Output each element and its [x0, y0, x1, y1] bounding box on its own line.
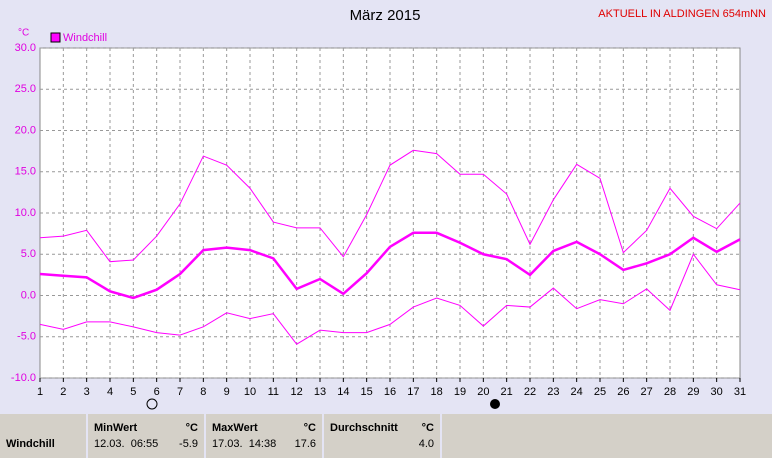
- value: 4.0: [418, 438, 434, 450]
- x-tick-label: 14: [337, 386, 349, 398]
- y-unit: °C: [18, 28, 29, 39]
- chart: März 2015 AKTUELL IN ALDINGEN 654mNN °C …: [11, 7, 766, 410]
- moon-icon: [146, 398, 158, 410]
- x-tick-label: 21: [501, 386, 513, 398]
- x-tick-label: 2: [60, 386, 66, 398]
- x-tick-label: 27: [641, 386, 653, 398]
- y-tick-label: 25.0: [15, 83, 36, 95]
- col-unit: °C: [185, 422, 198, 434]
- series-line: [39, 253, 741, 345]
- x-tick-label: 5: [130, 386, 136, 398]
- x-tick-label: 4: [107, 386, 113, 398]
- col-title: MaxWert: [212, 422, 258, 434]
- x-tick-label: 12: [291, 386, 303, 398]
- x-tick-label: 6: [154, 386, 160, 398]
- x-tick-label: 10: [244, 386, 256, 398]
- x-tick-label: 7: [177, 386, 183, 398]
- x-tick-label: 8: [200, 386, 206, 398]
- row-label: Windchill: [6, 438, 55, 450]
- x-tick-label: 26: [617, 386, 629, 398]
- table-cell: MinWert °C 12.03. 06:55 -5.9: [88, 414, 204, 458]
- series-line: [39, 149, 741, 263]
- x-tick-label: 16: [384, 386, 396, 398]
- x-tick-label: 13: [314, 386, 326, 398]
- chart-subtitle: AKTUELL IN ALDINGEN 654mNN: [598, 8, 766, 20]
- x-tick-label: 19: [454, 386, 466, 398]
- x-tick-label: 15: [361, 386, 373, 398]
- col-unit: °C: [303, 422, 316, 434]
- y-tick-label: 30.0: [15, 42, 36, 54]
- y-tick-label: 10.0: [15, 207, 36, 219]
- legend-label: Windchill: [63, 32, 107, 44]
- table-cell: [442, 414, 772, 458]
- y-tick-label: -5.0: [17, 331, 36, 343]
- y-tick-label: 15.0: [15, 166, 36, 178]
- table-cell: Durchschnitt °C 4.0: [324, 414, 440, 458]
- y-tick-label: 20.0: [15, 124, 36, 136]
- x-tick-label: 22: [524, 386, 536, 398]
- date: 17.03. 14:38: [212, 438, 277, 450]
- x-tick-label: 28: [664, 386, 676, 398]
- series-line: [39, 231, 741, 300]
- x-tick-label: 3: [84, 386, 90, 398]
- y-tick-label: 5.0: [21, 248, 36, 260]
- x-tick-label: 24: [571, 386, 583, 398]
- value: -5.9: [179, 438, 198, 450]
- x-tick-label: 20: [477, 386, 489, 398]
- x-tick-label: 18: [431, 386, 443, 398]
- x-tick-label: 17: [407, 386, 419, 398]
- col-title: Durchschnitt: [330, 422, 398, 434]
- table-cell: MaxWert °C 17.03. 14:38 17.6: [206, 414, 322, 458]
- date: 12.03. 06:55: [94, 438, 159, 450]
- table-cell: Windchill: [0, 414, 86, 458]
- x-tick-label: 29: [687, 386, 699, 398]
- col-title: MinWert: [94, 422, 138, 434]
- x-tick-label: 9: [224, 386, 230, 398]
- y-tick-label: 0.0: [21, 289, 36, 301]
- legend-swatch: [50, 32, 61, 43]
- x-tick-label: 30: [711, 386, 723, 398]
- x-tick-label: 11: [268, 386, 279, 398]
- chart-title: März 2015: [350, 7, 421, 24]
- x-tick-label: 25: [594, 386, 606, 398]
- x-tick-label: 1: [37, 386, 43, 398]
- x-tick-label: 31: [734, 386, 746, 398]
- x-tick-label: 23: [547, 386, 559, 398]
- moon-icon: [490, 399, 500, 409]
- col-unit: °C: [421, 422, 434, 434]
- y-tick-label: -10.0: [11, 372, 36, 384]
- value: 17.6: [294, 438, 316, 450]
